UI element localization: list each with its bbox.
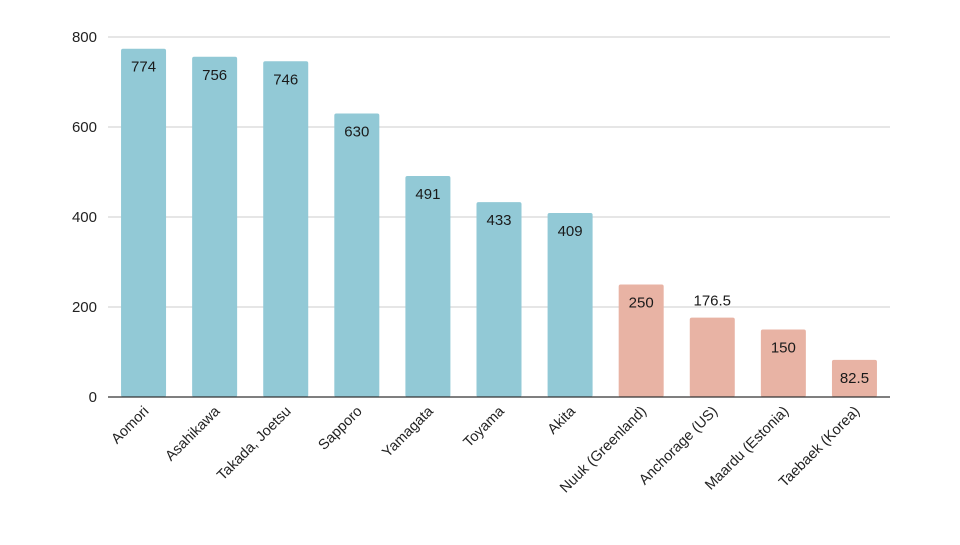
data-labels: 774 756 746 630 491 433 409 250 176.5 150 82.5 — [131, 59, 869, 387]
x-tick-label: Asahikawa — [163, 403, 225, 465]
bar — [192, 56, 238, 398]
y-tick-label: 600 — [72, 119, 97, 136]
data-label: 433 — [486, 212, 511, 229]
data-label: 176.5 — [693, 293, 731, 310]
data-label: 150 — [771, 340, 796, 357]
bar — [476, 202, 522, 397]
bar — [334, 113, 380, 397]
bar — [405, 176, 451, 397]
x-tick-label: Sapporo — [316, 404, 366, 454]
bar — [263, 61, 309, 398]
data-label: 250 — [629, 295, 654, 312]
y-tick-label: 200 — [72, 299, 97, 316]
x-tick-label: Toyama — [461, 403, 509, 451]
y-tick-label: 0 — [89, 389, 97, 406]
data-label: 630 — [344, 124, 369, 141]
bar — [618, 284, 664, 397]
data-label: 82.5 — [840, 370, 869, 387]
data-label: 774 — [131, 59, 156, 76]
y-tick-label: 800 — [72, 29, 97, 46]
y-tick-label: 400 — [72, 209, 97, 226]
x-tick-label: Takada, Joetsu — [214, 404, 294, 484]
bar — [689, 317, 735, 397]
bar — [121, 48, 167, 397]
data-label: 756 — [202, 67, 227, 84]
data-label: 491 — [415, 186, 440, 203]
bar — [831, 359, 877, 397]
bar — [547, 212, 593, 397]
bar — [760, 329, 806, 397]
x-tick-label: Aomori — [109, 404, 153, 448]
bars — [121, 48, 877, 398]
x-tick-label: Akita — [545, 403, 580, 438]
data-label: 409 — [558, 223, 583, 240]
data-label: 746 — [273, 71, 298, 88]
x-tick-label: Yamagata — [379, 403, 437, 461]
